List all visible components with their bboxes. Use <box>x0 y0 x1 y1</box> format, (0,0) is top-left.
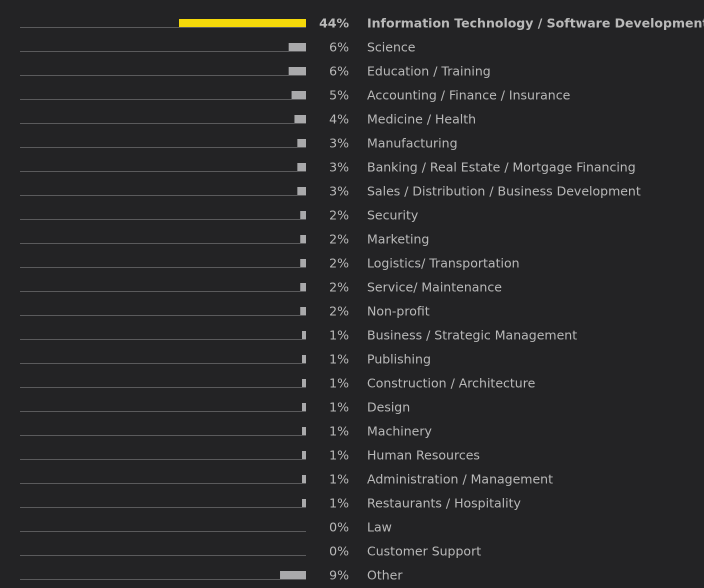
bar-row: 1% Human Resources <box>20 448 480 463</box>
bar <box>297 139 306 147</box>
bar-row: 1% Design <box>20 400 410 415</box>
value-label: 3% <box>329 160 349 175</box>
bar-row: 1% Administration / Management <box>20 472 553 487</box>
value-label: 1% <box>329 328 349 343</box>
category-label: Marketing <box>367 232 429 247</box>
bar <box>179 19 306 27</box>
category-label: Business / Strategic Management <box>367 328 577 343</box>
value-label: 2% <box>329 256 349 271</box>
bar-row: 4% Medicine / Health <box>20 112 476 127</box>
category-label: Design <box>367 400 410 415</box>
bar-row: 6% Science <box>20 40 416 55</box>
category-label: Publishing <box>367 352 431 367</box>
value-label: 6% <box>329 40 349 55</box>
bar-row: 6% Education / Training <box>20 64 491 79</box>
bar-row: 1% Business / Strategic Management <box>20 328 577 343</box>
bar-row: 0% Law <box>20 520 392 535</box>
category-label: Non-profit <box>367 304 430 319</box>
bar <box>294 115 306 123</box>
category-label: Logistics/ Transportation <box>367 256 520 271</box>
category-label: Sales / Distribution / Business Developm… <box>367 184 641 199</box>
bar-row: 1% Publishing <box>20 352 431 367</box>
category-label: Accounting / Finance / Insurance <box>367 88 571 103</box>
value-label: 2% <box>329 232 349 247</box>
value-label: 3% <box>329 136 349 151</box>
category-label: Science <box>367 40 416 55</box>
value-label: 2% <box>329 280 349 295</box>
value-label: 1% <box>329 352 349 367</box>
category-label: Information Technology / Software Develo… <box>367 16 704 31</box>
bar-row: 2% Non-profit <box>20 304 430 319</box>
value-label: 1% <box>329 424 349 439</box>
value-label: 9% <box>329 568 349 583</box>
bar <box>288 67 306 75</box>
category-label: Security <box>367 208 419 223</box>
bar <box>300 283 306 291</box>
bar-row: 1% Construction / Architecture <box>20 376 536 391</box>
category-label: Human Resources <box>367 448 480 463</box>
bar-row: 1% Restaurants / Hospitality <box>20 496 521 511</box>
bar-row: 3% Sales / Distribution / Business Develo… <box>20 184 641 199</box>
bar <box>288 43 306 51</box>
value-label: 5% <box>329 88 349 103</box>
category-label: Education / Training <box>367 64 491 79</box>
category-label: Medicine / Health <box>367 112 476 127</box>
value-label: 44% <box>319 16 349 31</box>
value-label: 2% <box>329 304 349 319</box>
bar <box>297 163 306 171</box>
value-label: 1% <box>329 376 349 391</box>
bar <box>280 571 306 579</box>
bar <box>300 259 306 267</box>
bar-row: 9% Other <box>20 568 403 583</box>
value-label: 3% <box>329 184 349 199</box>
bar <box>302 331 306 339</box>
bar-row: 2% Service/ Maintenance <box>20 280 502 295</box>
category-label: Construction / Architecture <box>367 376 536 391</box>
bar-row: 0% Customer Support <box>20 544 481 559</box>
bar-row: 2% Security <box>20 208 419 223</box>
value-label: 2% <box>329 208 349 223</box>
bar <box>302 427 306 435</box>
bar <box>300 235 306 243</box>
bar-row: 2% Logistics/ Transportation <box>20 256 520 271</box>
value-label: 1% <box>329 472 349 487</box>
bar <box>291 91 306 99</box>
bar <box>302 403 306 411</box>
value-label: 0% <box>329 520 349 535</box>
bar-row: 3% Banking / Real Estate / Mortgage Finan… <box>20 160 636 175</box>
category-label: Manufacturing <box>367 136 458 151</box>
category-label: Machinery <box>367 424 432 439</box>
category-label: Other <box>367 568 403 583</box>
category-label: Restaurants / Hospitality <box>367 496 521 511</box>
value-label: 1% <box>329 496 349 511</box>
category-label: Banking / Real Estate / Mortgage Financi… <box>367 160 636 175</box>
bar <box>302 475 306 483</box>
bar-row: 5% Accounting / Finance / Insurance <box>20 88 571 103</box>
category-label: Customer Support <box>367 544 481 559</box>
bar <box>300 211 306 219</box>
value-label: 6% <box>329 64 349 79</box>
value-label: 4% <box>329 112 349 127</box>
bar <box>302 355 306 363</box>
value-label: 1% <box>329 400 349 415</box>
bar <box>302 499 306 507</box>
bar <box>302 451 306 459</box>
bar-row: 3% Manufacturing <box>20 136 458 151</box>
bar-row: 1% Machinery <box>20 424 432 439</box>
category-label: Law <box>367 520 392 535</box>
value-label: 0% <box>329 544 349 559</box>
category-label: Service/ Maintenance <box>367 280 502 295</box>
bar-row: 44% Information Technology / Software Dev… <box>20 16 704 31</box>
bar-row: 2% Marketing <box>20 232 429 247</box>
category-label: Administration / Management <box>367 472 553 487</box>
bar <box>297 187 306 195</box>
value-label: 1% <box>329 448 349 463</box>
bar <box>302 379 306 387</box>
bar <box>300 307 306 315</box>
